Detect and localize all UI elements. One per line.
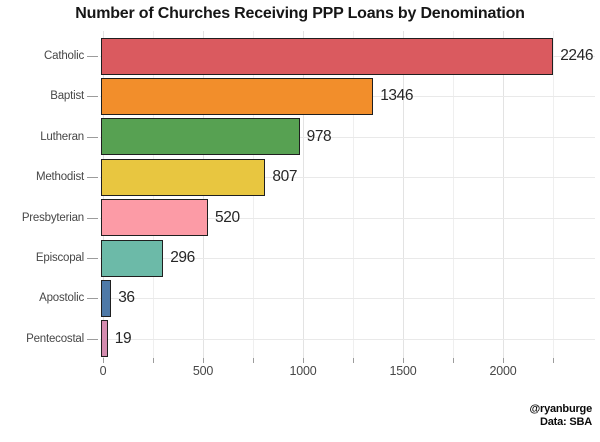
horizontal-gridline bbox=[100, 217, 595, 219]
category-label-baptist: Baptist bbox=[50, 90, 84, 103]
bar-apostolic bbox=[101, 279, 112, 317]
category-label-presbyterian: Presbyterian bbox=[21, 211, 84, 224]
y-axis-tick bbox=[87, 96, 98, 98]
x-axis-tick bbox=[503, 358, 504, 363]
x-axis-tick bbox=[453, 358, 454, 363]
vertical-gridline bbox=[303, 31, 304, 358]
y-axis-tick bbox=[87, 136, 98, 138]
bar-baptist bbox=[101, 77, 374, 115]
bar-episcopal bbox=[101, 239, 164, 277]
category-label-catholic: Catholic bbox=[44, 50, 84, 62]
bar-methodist bbox=[101, 158, 266, 196]
x-axis-tick-label: 2000 bbox=[489, 364, 517, 378]
attribution-handle: @ryanburge bbox=[529, 403, 592, 415]
x-axis-tick-label: 500 bbox=[192, 364, 214, 378]
x-axis-tick bbox=[253, 358, 254, 363]
bar-catholic bbox=[101, 37, 554, 75]
value-label-pentecostal: 19 bbox=[114, 329, 132, 347]
y-axis-tick bbox=[87, 56, 98, 57]
category-label-apostolic: Apostolic bbox=[39, 292, 84, 305]
value-label-episcopal: 296 bbox=[170, 249, 195, 266]
value-label-lutheran: 978 bbox=[306, 127, 332, 145]
vertical-gridline bbox=[403, 31, 404, 358]
value-label-methodist: 807 bbox=[272, 168, 298, 186]
value-label-baptist: 1346 bbox=[380, 87, 414, 105]
attribution-source: Data: SBA bbox=[540, 416, 592, 428]
x-axis-tick bbox=[403, 358, 404, 363]
x-axis-tick bbox=[553, 358, 554, 363]
vertical-gridline bbox=[503, 31, 504, 358]
vertical-gridline bbox=[553, 31, 554, 358]
x-axis-tick bbox=[303, 358, 304, 363]
value-label-apostolic: 36 bbox=[118, 289, 135, 307]
attribution: @ryanburge Data: SBA bbox=[529, 403, 592, 429]
y-axis-tick bbox=[87, 298, 98, 300]
value-label-catholic: 2246 bbox=[560, 47, 594, 64]
vertical-gridline bbox=[353, 31, 354, 358]
horizontal-gridline bbox=[100, 338, 595, 340]
category-label-methodist: Methodist bbox=[35, 171, 84, 184]
x-axis-tick bbox=[203, 358, 204, 363]
bar-presbyterian bbox=[101, 199, 208, 237]
chart-title: Number of Churches Receiving PPP Loans b… bbox=[75, 5, 525, 22]
vertical-gridline bbox=[453, 31, 454, 358]
x-axis-tick-label: 1000 bbox=[289, 364, 317, 378]
x-axis-tick-label: 0 bbox=[99, 364, 107, 378]
x-axis-tick bbox=[353, 358, 354, 363]
bar-pentecostal bbox=[101, 320, 108, 358]
category-label-lutheran: Lutheran bbox=[40, 130, 84, 143]
plot-area: 2246 1346 978 807 520 296 36 19 bbox=[100, 31, 595, 358]
x-axis-tick bbox=[103, 358, 104, 363]
category-label-episcopal: Episcopal bbox=[35, 252, 84, 264]
y-axis-tick bbox=[87, 217, 98, 219]
y-axis-tick bbox=[87, 338, 98, 340]
horizontal-gridline bbox=[100, 177, 595, 179]
horizontal-gridline bbox=[100, 298, 595, 300]
bar-lutheran bbox=[101, 118, 300, 156]
horizontal-gridline bbox=[100, 136, 595, 138]
value-label-presbyterian: 520 bbox=[215, 208, 240, 226]
x-axis-tick-label: 1500 bbox=[389, 364, 417, 378]
x-axis-tick bbox=[153, 358, 154, 363]
y-axis-tick bbox=[87, 177, 98, 179]
horizontal-gridline bbox=[100, 258, 595, 259]
category-label-pentecostal: Pentecostal bbox=[26, 332, 84, 345]
y-axis-tick bbox=[87, 258, 98, 259]
